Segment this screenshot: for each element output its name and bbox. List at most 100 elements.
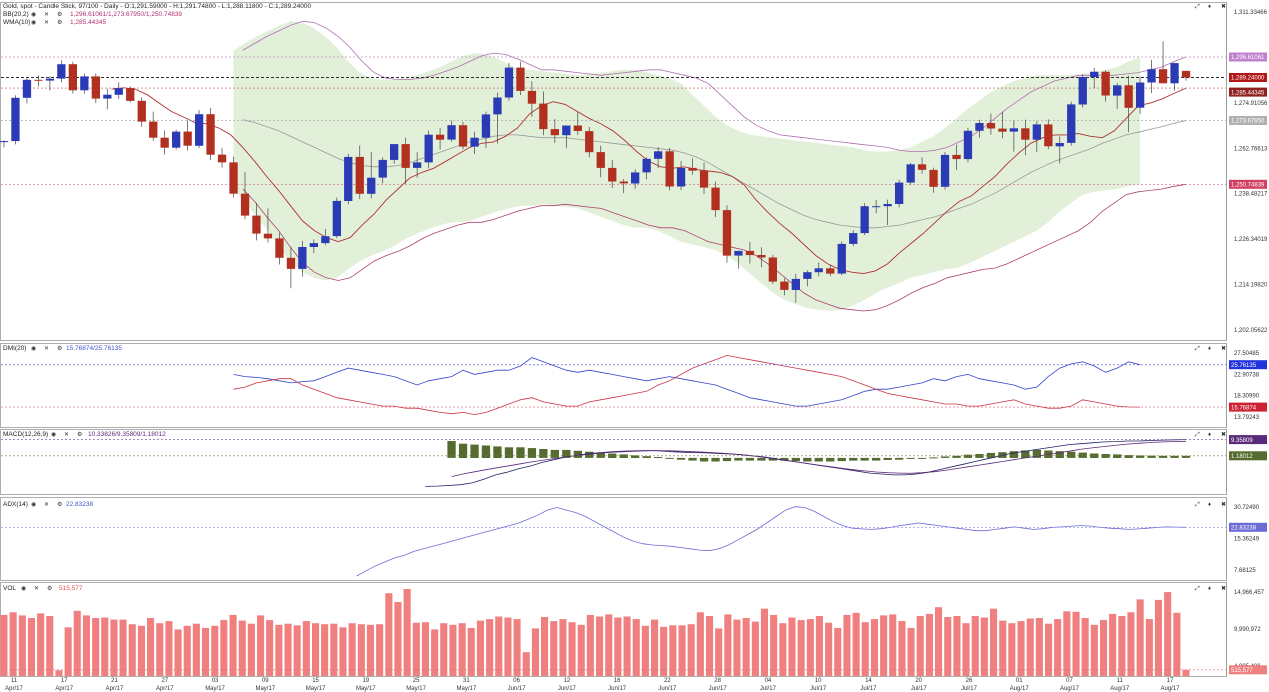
candle[interactable] (34, 75, 43, 87)
candle[interactable] (390, 144, 399, 164)
price-close-icon[interactable]: ✖ (1221, 3, 1226, 10)
candle[interactable] (114, 82, 123, 99)
candle[interactable] (91, 73, 100, 104)
candle[interactable] (1158, 41, 1168, 84)
adx-eye-icon[interactable]: ◉ (31, 502, 36, 508)
candle[interactable] (11, 95, 20, 145)
pane-controls[interactable]: ◉ ✕ ⚙ ◉ ✕ ⚙ ◉ ✕ ⚙ ◉ ✕ ⚙ ◉ ✕ ⚙ ◉ ✕ ⚙ ⤢ ♦ ✖ ⤢ ♦ ✖ ⤢ ♦ ✖ ⤢ ♦ ✖ ⤢ ♦ ✖ (21, 3, 1226, 592)
candle[interactable] (516, 61, 525, 96)
candle[interactable] (149, 111, 158, 141)
adx-gear-icon[interactable]: ⚙ (57, 501, 62, 508)
candle[interactable] (1078, 74, 1087, 108)
candle[interactable] (286, 246, 296, 289)
macd-eye-icon[interactable]: ◉ (51, 432, 56, 438)
candle[interactable] (619, 179, 628, 194)
candle[interactable] (309, 239, 318, 254)
candle[interactable] (803, 270, 812, 287)
candle[interactable] (998, 111, 1007, 139)
candle[interactable] (458, 121, 468, 150)
candle[interactable] (217, 147, 227, 168)
candle[interactable] (883, 199, 892, 226)
candle[interactable] (1113, 83, 1122, 109)
candle[interactable] (378, 157, 387, 184)
candle[interactable] (837, 241, 846, 276)
price-arrow-up-icon[interactable]: ♦ (1208, 4, 1211, 10)
candle[interactable] (975, 119, 984, 138)
wma-gear-icon[interactable]: ⚙ (57, 19, 62, 26)
candle[interactable] (1009, 120, 1018, 152)
vol-eye-icon[interactable]: ◉ (21, 586, 26, 592)
price-pane[interactable] (0, 20, 1226, 312)
candle[interactable] (298, 240, 307, 277)
adx-pane[interactable] (1, 506, 1226, 577)
candle[interactable] (917, 157, 927, 174)
candle[interactable] (252, 202, 261, 241)
candle[interactable] (711, 181, 720, 218)
bb-close-icon[interactable]: ✕ (44, 12, 49, 18)
candle[interactable] (137, 97, 146, 127)
candle[interactable] (229, 156, 238, 198)
vol-close-icon[interactable]: ✕ (34, 586, 39, 592)
candle[interactable] (1181, 70, 1191, 81)
bb-gear-icon[interactable]: ⚙ (57, 11, 62, 18)
candle[interactable] (550, 118, 559, 143)
candle[interactable] (895, 179, 904, 208)
candle[interactable] (688, 158, 697, 175)
candle[interactable] (504, 63, 514, 101)
wma-eye-icon[interactable]: ◉ (31, 20, 36, 26)
candle[interactable] (631, 169, 640, 189)
candle[interactable] (1124, 75, 1133, 133)
candle[interactable] (22, 77, 32, 104)
candle[interactable] (355, 145, 364, 200)
dmi-close-icon[interactable]: ✕ (44, 346, 49, 352)
vol-gear-icon[interactable]: ⚙ (47, 585, 52, 592)
candle[interactable] (263, 208, 273, 243)
candle[interactable] (103, 88, 112, 110)
vol-pane[interactable] (0, 589, 1226, 676)
candle[interactable] (642, 157, 651, 180)
candle[interactable] (608, 159, 617, 188)
vol-expand-icon[interactable]: ⤢ (1195, 585, 1200, 592)
candle[interactable] (1101, 70, 1110, 102)
macd-close-icon[interactable]: ✖ (1221, 431, 1226, 438)
candle[interactable] (791, 273, 800, 303)
dmi-pane[interactable] (1, 354, 1226, 416)
candle[interactable] (1147, 59, 1156, 94)
candle[interactable] (321, 228, 330, 246)
bb-eye-icon[interactable]: ◉ (31, 12, 36, 18)
candle[interactable] (573, 112, 582, 135)
candle[interactable] (470, 131, 479, 155)
candle[interactable] (906, 162, 915, 185)
adx-close-icon[interactable]: ✕ (44, 502, 49, 508)
macd-pane[interactable] (1, 439, 1226, 487)
candle[interactable] (952, 144, 961, 170)
candle[interactable] (768, 255, 777, 285)
vol-arrow-up-icon[interactable]: ♦ (1208, 586, 1211, 592)
candle[interactable] (1055, 136, 1064, 164)
candle[interactable] (734, 250, 743, 269)
candle[interactable] (1032, 121, 1041, 153)
candle[interactable] (195, 109, 204, 148)
macd-gear-icon[interactable]: ⚙ (77, 431, 82, 438)
candle[interactable] (183, 120, 192, 151)
candle[interactable] (757, 247, 766, 268)
candle[interactable] (57, 60, 66, 83)
candle[interactable] (699, 162, 709, 195)
candle[interactable] (0, 140, 9, 148)
candle[interactable] (126, 86, 135, 103)
candle[interactable] (929, 167, 938, 193)
adx-close-icon[interactable]: ✖ (1221, 501, 1226, 508)
candle[interactable] (872, 199, 881, 214)
candle[interactable] (665, 147, 674, 191)
candle[interactable] (344, 153, 353, 205)
dmi-expand-icon[interactable]: ⤢ (1195, 345, 1200, 352)
candle[interactable] (275, 232, 284, 265)
candle[interactable] (539, 91, 548, 136)
candle[interactable] (527, 81, 537, 117)
candle[interactable] (860, 203, 869, 236)
candle[interactable] (1170, 62, 1179, 91)
candle[interactable] (367, 152, 376, 199)
candle[interactable] (826, 264, 835, 277)
candle[interactable] (814, 262, 823, 277)
candle[interactable] (585, 126, 594, 158)
